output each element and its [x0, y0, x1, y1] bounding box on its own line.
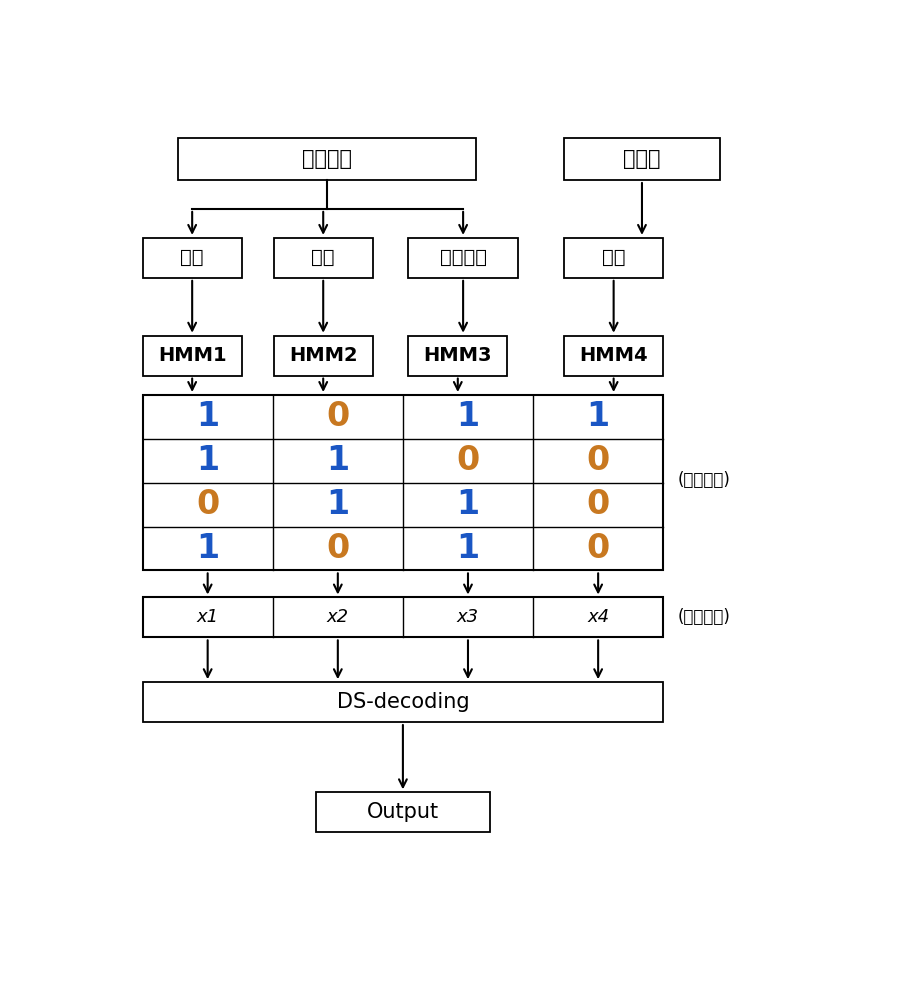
Bar: [316, 792, 490, 832]
Text: 0: 0: [326, 532, 349, 565]
Text: x3: x3: [457, 608, 479, 626]
Text: 1: 1: [587, 400, 610, 433]
Bar: [143, 682, 664, 722]
Bar: [564, 336, 664, 376]
Text: 1: 1: [326, 444, 349, 477]
Text: 方差: 方差: [312, 248, 335, 267]
Text: 1: 1: [197, 444, 219, 477]
Text: x2: x2: [327, 608, 349, 626]
Text: 1: 1: [456, 400, 480, 433]
Text: 0: 0: [587, 444, 610, 477]
Bar: [273, 238, 373, 278]
Bar: [178, 138, 475, 180]
Text: HMM4: HMM4: [579, 346, 648, 365]
Text: 0: 0: [326, 400, 349, 433]
Text: 0: 0: [587, 488, 610, 521]
Bar: [273, 336, 373, 376]
Text: 0: 0: [587, 532, 610, 565]
Text: Output: Output: [367, 802, 439, 822]
Text: 1: 1: [456, 488, 480, 521]
Text: 相关系数: 相关系数: [440, 248, 486, 267]
Bar: [143, 336, 241, 376]
Text: HMM3: HMM3: [423, 346, 492, 365]
Bar: [143, 238, 241, 278]
Text: DS-decoding: DS-decoding: [336, 692, 469, 712]
Text: 1: 1: [326, 488, 349, 521]
Text: (稀疏矩阵): (稀疏矩阵): [677, 471, 730, 489]
Text: 1: 1: [456, 532, 480, 565]
Text: 均値: 均値: [180, 248, 204, 267]
Text: 1: 1: [197, 400, 219, 433]
Text: HMM1: HMM1: [158, 346, 227, 365]
Bar: [564, 238, 664, 278]
Bar: [409, 336, 507, 376]
Bar: [143, 597, 664, 637]
Text: 0: 0: [456, 444, 480, 477]
Text: 1: 1: [197, 532, 219, 565]
Text: 谱特征: 谱特征: [623, 149, 661, 169]
Text: x1: x1: [197, 608, 218, 626]
Text: HMM2: HMM2: [289, 346, 357, 365]
Text: (码字向量): (码字向量): [677, 608, 730, 626]
Bar: [409, 238, 518, 278]
Text: x4: x4: [587, 608, 610, 626]
Text: 0: 0: [196, 488, 219, 521]
Text: 时域特征: 时域特征: [302, 149, 352, 169]
Text: 均値: 均値: [602, 248, 625, 267]
Bar: [564, 138, 720, 180]
Bar: [143, 395, 664, 570]
